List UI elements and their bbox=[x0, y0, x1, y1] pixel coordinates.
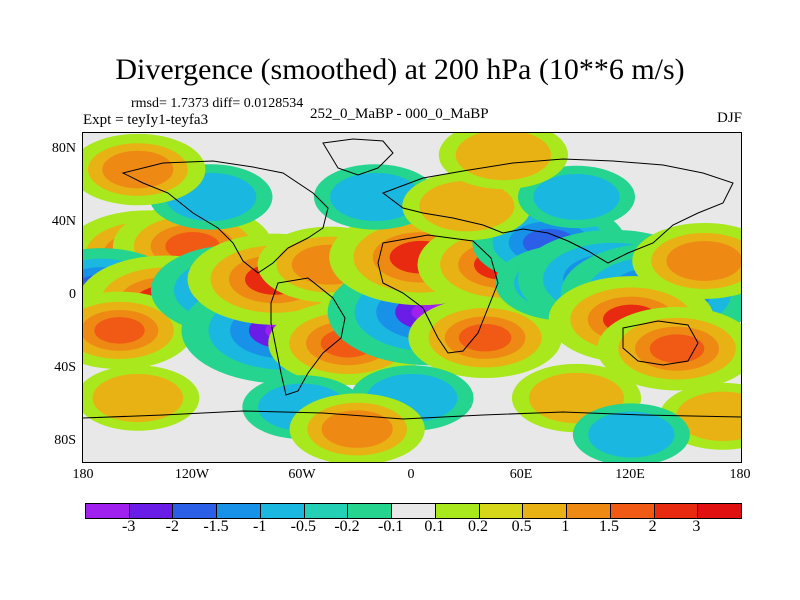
colorbar-label-5: -0.2 bbox=[334, 518, 360, 535]
colorbar-box-1 bbox=[129, 504, 174, 518]
lon-tick-120e: 120E bbox=[615, 467, 645, 482]
colorbar-label-13: 3 bbox=[692, 518, 701, 535]
divergence-feature-29-ring-4 bbox=[126, 392, 150, 405]
divergence-feature-23-ring-4 bbox=[454, 199, 479, 213]
divergence-feature-26-ring-4 bbox=[491, 148, 516, 162]
season-label: DJF bbox=[716, 110, 742, 126]
divergence-field bbox=[83, 133, 741, 462]
divergence-feature-19-ring-4 bbox=[662, 340, 692, 357]
rmsd-label: rmsd= 1.7373 diff= 0.0128534 bbox=[131, 96, 304, 111]
lat-tick-0: 0 bbox=[69, 287, 76, 302]
colorbar-label-0: -3 bbox=[121, 518, 136, 535]
colorbar-box-4 bbox=[260, 504, 305, 518]
lon-tick-180e: 180 bbox=[729, 467, 751, 482]
colorbar-box-10 bbox=[523, 504, 568, 518]
colorbar-label-3: -1 bbox=[252, 518, 267, 535]
colorbar-box-7 bbox=[392, 504, 436, 518]
lat-tick-40n: 40N bbox=[51, 214, 76, 229]
colorbar bbox=[85, 503, 742, 519]
lon-tick-180w: 180 bbox=[72, 467, 94, 482]
continent-outlines bbox=[83, 138, 741, 420]
lon-tick-120w: 120W bbox=[174, 467, 210, 482]
greenland-outline bbox=[322, 138, 394, 176]
colorbar-label-12: 2 bbox=[648, 518, 657, 535]
divergence-map bbox=[82, 132, 742, 463]
colorbar-box-8 bbox=[435, 504, 480, 518]
colorbar-label-7: 0.1 bbox=[424, 518, 445, 535]
experiment-label: Expt = teyIy1-teyfa3 bbox=[83, 112, 209, 128]
lon-tick-0: 0 bbox=[407, 467, 415, 482]
lon-tick-60w: 60W bbox=[288, 467, 316, 482]
period-label: 252_0_MaBP - 000_0_MaBP bbox=[310, 106, 489, 122]
divergence-feature-33-ring-4 bbox=[620, 428, 643, 441]
colorbar-label-10: 1 bbox=[561, 518, 570, 535]
colorbar-box-12 bbox=[610, 504, 655, 518]
colorbar-box-5 bbox=[304, 504, 349, 518]
colorbar-label-4: -0.5 bbox=[290, 518, 316, 535]
north-america-outline bbox=[121, 160, 329, 274]
colorbar-box-6 bbox=[348, 504, 393, 518]
lat-tick-40s: 40S bbox=[54, 360, 76, 375]
colorbar-box-0 bbox=[86, 504, 130, 518]
divergence-feature-28-ring-4 bbox=[564, 391, 589, 405]
colorbar-label-9: 0.5 bbox=[511, 518, 532, 535]
antarctica-outline bbox=[83, 410, 741, 420]
colorbar-label-1: -2 bbox=[165, 518, 179, 535]
colorbar-box-3 bbox=[217, 504, 261, 518]
colorbar-box-14 bbox=[698, 504, 742, 518]
colorbar-box-2 bbox=[173, 504, 218, 518]
colorbar-box-13 bbox=[654, 504, 699, 518]
divergence-feature-21-ring-4 bbox=[199, 190, 223, 203]
colorbar-label-6: -0.1 bbox=[377, 518, 404, 535]
lat-tick-80n: 80N bbox=[51, 141, 76, 156]
divergence-feature-20-ring-4 bbox=[691, 253, 718, 268]
colorbar-label-2: -1.5 bbox=[203, 518, 229, 535]
colorbar-box-9 bbox=[479, 504, 524, 518]
eurasia-outline bbox=[381, 158, 734, 264]
divergence-feature-24-ring-4 bbox=[565, 191, 588, 203]
divergence-feature-22-ring-4 bbox=[364, 190, 387, 203]
divergence-feature-4-ring-4 bbox=[105, 323, 134, 338]
south-america-outline bbox=[270, 277, 346, 396]
lon-tick-60e: 60E bbox=[509, 467, 533, 482]
chart-title: Divergence (smoothed) at 200 hPa (10**6 … bbox=[115, 53, 685, 86]
colorbar-label-8: 0.2 bbox=[468, 518, 488, 535]
divergence-feature-27-ring-4 bbox=[400, 392, 424, 405]
australia-outline bbox=[622, 320, 699, 366]
colorbar-box-11 bbox=[567, 504, 611, 518]
lat-tick-80s: 80S bbox=[54, 433, 76, 448]
africa-outline bbox=[377, 234, 499, 354]
colorbar-label-11: 1.5 bbox=[599, 518, 619, 535]
divergence-feature-32-ring-4 bbox=[344, 422, 370, 436]
divergence-feature-13-ring-4 bbox=[470, 330, 500, 346]
